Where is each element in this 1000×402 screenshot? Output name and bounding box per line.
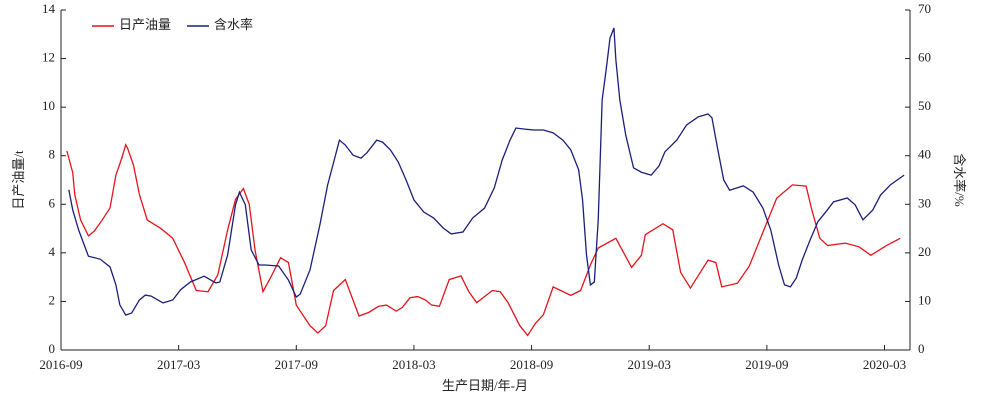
y2-tick-label: 0 (918, 341, 925, 356)
y-tick-label: 6 (49, 195, 56, 210)
y2-tick-label: 60 (918, 50, 931, 65)
legend-label: 日产油量 (119, 17, 171, 32)
y2-tick-label: 40 (918, 147, 931, 162)
y-axis-title: 日产油量/t (11, 150, 26, 210)
y-tick-label: 2 (49, 292, 56, 307)
x-tick-label: 2020-03 (863, 357, 906, 372)
x-tick-label: 2017-03 (157, 357, 200, 372)
x-tick-label: 2018-09 (510, 357, 553, 372)
y-tick-label: 4 (49, 244, 56, 259)
series-line (68, 27, 905, 316)
x-tick-label: 2019-09 (745, 357, 788, 372)
legend-label: 含水率 (214, 17, 253, 32)
y-tick-label: 14 (42, 1, 56, 16)
y2-tick-label: 30 (918, 195, 931, 210)
y2-tick-label: 10 (918, 292, 931, 307)
x-axis-title: 生产日期/年-月 (442, 378, 528, 393)
x-tick-label: 2016-09 (39, 357, 82, 372)
series-line (66, 143, 901, 337)
y-tick-label: 12 (42, 50, 55, 65)
y-tick-label: 0 (49, 341, 56, 356)
y2-tick-label: 20 (918, 244, 931, 259)
x-tick-label: 2019-03 (628, 357, 671, 372)
y2-tick-label: 70 (918, 1, 931, 16)
y-tick-label: 10 (42, 98, 55, 113)
y2-axis-title: 含水率/% (952, 153, 967, 207)
y-tick-label: 8 (49, 147, 56, 162)
x-tick-label: 2018-03 (392, 357, 435, 372)
y2-tick-label: 50 (918, 98, 931, 113)
x-tick-label: 2017-09 (275, 357, 318, 372)
